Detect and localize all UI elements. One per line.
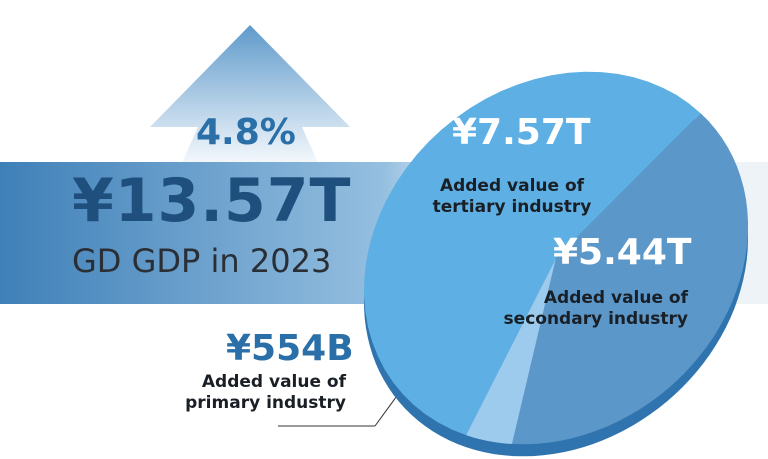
primary-label-line: Added value of <box>201 372 346 392</box>
secondary-value: ¥5.44T <box>553 232 692 273</box>
total-gdp-label: GD GDP in 2023 <box>72 242 332 280</box>
growth-rate: 4.8% <box>196 112 296 153</box>
pie-slice-tertiary <box>364 71 701 436</box>
pie-slice-secondary <box>512 113 748 445</box>
primary-value: ¥554B <box>226 328 354 369</box>
pie-slice-primary <box>466 258 556 444</box>
primary-label-line: primary industry <box>185 393 346 413</box>
tertiary-value: ¥7.57T <box>452 112 591 153</box>
total-gdp-value: ¥13.57T <box>72 166 352 236</box>
secondary-label-line: secondary industry <box>503 309 688 329</box>
pie-chart <box>364 71 748 457</box>
secondary-label-line: Added value of <box>543 288 688 308</box>
tertiary-label-line: tertiary industry <box>432 197 592 217</box>
growth-arrow <box>150 25 350 163</box>
secondary-label: Added value of secondary industry <box>502 288 688 330</box>
primary-label: Added value of primary industry <box>180 372 346 414</box>
tertiary-label: Added value of tertiary industry <box>432 176 592 218</box>
tertiary-label-line: Added value of <box>439 176 585 196</box>
